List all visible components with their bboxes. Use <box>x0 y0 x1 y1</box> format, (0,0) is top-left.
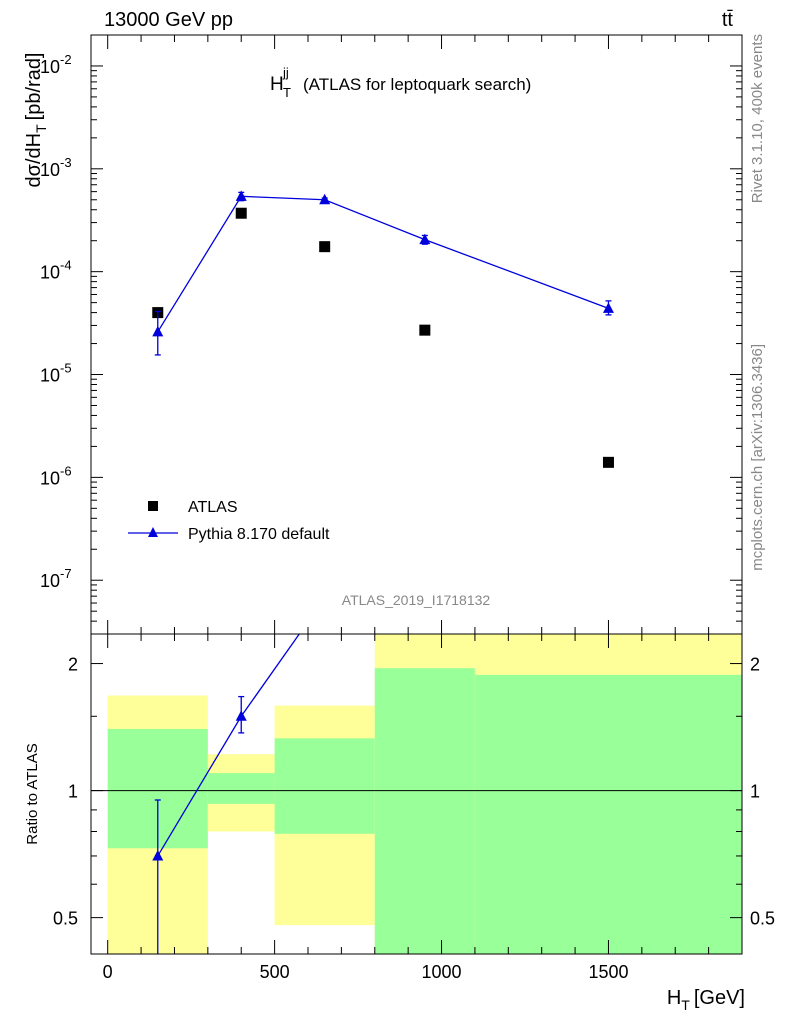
legend-pythia-marker <box>148 527 158 537</box>
main-y-tick-label: 10-6 <box>40 463 72 488</box>
legend-pythia-label: Pythia 8.170 default <box>188 526 330 543</box>
ratio-y-tick-label-right: 2 <box>750 655 760 675</box>
ratio-plot-frame <box>90 633 743 955</box>
header-process-label: tt̄ <box>722 9 734 31</box>
ratio-uncertainty-bands <box>107 634 742 954</box>
main-y-axis-label: dσ/dHT [pb/rad] <box>23 53 49 188</box>
ratio-data-marks <box>152 634 301 954</box>
main-y-tick-label: 10-2 <box>40 52 72 77</box>
atlas-data-point <box>419 324 431 336</box>
mcplots-reference-label: mcplots.cern.ch [arXiv:1306.3436] <box>749 344 766 571</box>
title-text: (ATLAS for leptoquark search) <box>303 75 531 94</box>
ratio-inner-band <box>207 773 275 804</box>
pythia-data-point <box>602 302 614 313</box>
atlas-data-point <box>602 456 614 468</box>
main-data-marks <box>152 190 614 468</box>
x-tick-label: 1500 <box>588 962 628 982</box>
y-label-sub: T <box>33 124 49 133</box>
title-subscript: T <box>283 85 291 100</box>
y-label-unit: [pb/rad] <box>23 53 45 121</box>
main-y-tick-label: 10-4 <box>40 258 72 283</box>
pythia-data-point <box>235 190 247 201</box>
main-y-tick-label: 10-3 <box>40 155 72 180</box>
ratio-inner-band <box>274 738 375 834</box>
x-tick-label: 500 <box>260 962 290 982</box>
ratio-y-tick-label-left: 1 <box>68 782 78 802</box>
ratio-y-tick-label-left: 0.5 <box>53 909 78 929</box>
x-label-sub: T <box>681 997 690 1013</box>
pythia-data-point <box>419 233 431 245</box>
main-y-tick-label: 10-5 <box>40 361 72 386</box>
title-symbol: H <box>270 74 284 95</box>
ratio-pythia-line <box>157 634 301 857</box>
main-plot-frame <box>90 34 743 635</box>
x-tick-label: 1000 <box>422 962 462 982</box>
pythia-line <box>157 195 609 333</box>
atlas-data-point <box>319 241 331 253</box>
ratio-data-point <box>235 710 247 721</box>
pythia-data-point <box>319 193 331 205</box>
title-superscript: jj <box>282 65 289 80</box>
ratio-inner-band <box>474 674 742 954</box>
x-axis-label: HT [GeV] <box>667 987 745 1013</box>
pythia-data-point <box>152 325 164 337</box>
ratio-inner-band <box>374 668 475 954</box>
rivet-version-label: Rivet 3.1.10, 400k events <box>749 34 766 203</box>
legend-atlas-marker <box>148 501 158 511</box>
legend: ATLAS Pythia 8.170 default <box>128 499 330 543</box>
analysis-watermark: ATLAS_2019_I1718132 <box>342 592 491 608</box>
ratio-y-axis-label: Ratio to ATLAS <box>24 743 41 844</box>
header-energy-label: 13000 GeV pp <box>104 9 233 31</box>
x-tick-label: 0 <box>103 962 113 982</box>
main-plot-area: 10-7 10-6 10-5 10-4 10-3 10-2 <box>40 34 743 635</box>
main-plot-title: Hjj T (ATLAS for leptoquark search) <box>270 65 531 100</box>
y-label-main: dσ/dH <box>23 133 45 188</box>
ratio-y-tick-label-right: 1 <box>750 782 760 802</box>
ratio-data-point <box>152 849 164 861</box>
x-label-main: H <box>667 987 681 1009</box>
x-label-unit: [GeV] <box>694 987 745 1009</box>
legend-atlas-label: ATLAS <box>188 499 238 516</box>
atlas-data-point <box>235 207 247 219</box>
main-y-tick-label: 10-7 <box>40 566 72 591</box>
ratio-y-tick-label-right: 0.5 <box>750 909 775 929</box>
ratio-y-tick-label-left: 2 <box>68 655 78 675</box>
